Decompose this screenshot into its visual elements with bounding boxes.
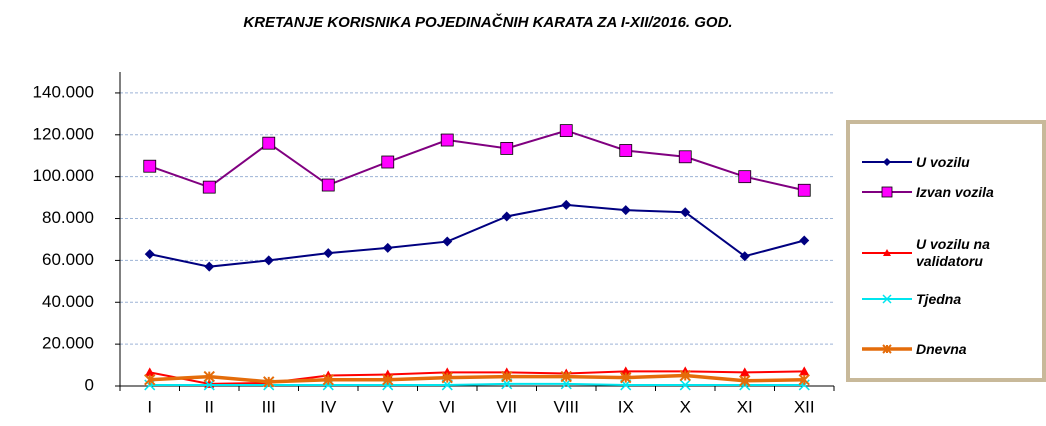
legend-label: Tjedna <box>916 290 962 307</box>
marker <box>620 371 632 384</box>
marker <box>382 242 393 253</box>
marker <box>323 248 334 259</box>
legend-item: Tjedna <box>850 289 1026 309</box>
y-tick-label: 0 <box>85 375 94 394</box>
marker <box>882 344 892 354</box>
marker <box>263 376 275 388</box>
marker <box>144 367 155 377</box>
x-tick-label: V <box>382 397 394 416</box>
y-tick-label: 100.000 <box>33 166 94 185</box>
marker <box>500 142 514 155</box>
marker <box>739 367 750 377</box>
x-tick-label: II <box>205 397 214 416</box>
marker <box>739 251 750 262</box>
marker <box>381 155 395 169</box>
legend-label: U vozilu <box>916 153 970 170</box>
marker <box>382 374 394 386</box>
marker <box>144 379 156 391</box>
x-tick-label: IX <box>618 397 634 416</box>
legend-item: U vozilu na validatoru <box>850 236 1026 270</box>
legend-label: Izvan vozila <box>916 183 994 200</box>
marker <box>322 374 334 386</box>
marker <box>442 236 453 247</box>
marker <box>203 370 215 383</box>
marker <box>883 249 891 256</box>
series-line <box>149 203 805 268</box>
marker <box>262 136 276 150</box>
marker <box>144 374 156 386</box>
marker <box>679 379 691 391</box>
marker <box>263 255 274 266</box>
marker <box>678 150 692 164</box>
marker <box>882 294 892 304</box>
marker <box>143 159 157 173</box>
marker <box>798 374 810 386</box>
marker <box>620 366 631 376</box>
x-tick-label: III <box>262 397 276 416</box>
x-tick-label: VI <box>439 397 455 416</box>
marker <box>798 379 810 391</box>
x-tick-label: X <box>680 397 691 416</box>
y-tick-label: 20.000 <box>42 334 94 353</box>
marker <box>797 183 811 197</box>
series-line <box>149 370 805 385</box>
marker <box>321 178 335 192</box>
marker <box>203 379 215 391</box>
marker <box>144 249 155 260</box>
marker <box>559 124 573 138</box>
y-tick-label: 140.000 <box>33 82 94 101</box>
marker <box>799 366 810 376</box>
marker <box>799 235 810 246</box>
marker <box>881 186 893 198</box>
y-tick-label: 80.000 <box>42 208 94 227</box>
chart-title: KRETANJE KORISNIKA POJEDINAČNIH KARATA Z… <box>243 13 732 31</box>
marker <box>501 370 513 383</box>
y-tick-label: 40.000 <box>42 292 94 311</box>
marker <box>441 371 453 384</box>
marker <box>382 379 394 391</box>
x-tick-label: IV <box>320 397 337 416</box>
marker <box>560 370 572 383</box>
series-line <box>149 382 805 386</box>
legend-item: U vozilu <box>850 152 1026 172</box>
marker <box>501 211 512 222</box>
x-tick-label: VII <box>496 397 517 416</box>
legend-label: Dnevna <box>916 340 967 357</box>
marker <box>204 261 215 272</box>
x-tick-label: XII <box>794 397 815 416</box>
marker <box>202 180 216 194</box>
legend-swatch <box>862 158 912 166</box>
legend: U vozilu Izvan vozila U vozilu na validato… <box>846 120 1046 382</box>
series-line <box>149 129 805 192</box>
y-tick-label: 60.000 <box>42 250 94 269</box>
marker <box>739 375 751 387</box>
series-line <box>149 373 805 384</box>
marker <box>620 205 631 216</box>
marker <box>680 207 691 218</box>
legend-swatch <box>862 294 912 304</box>
marker <box>322 379 334 391</box>
marker <box>738 170 752 184</box>
legend-swatch <box>862 186 912 198</box>
marker <box>619 144 633 157</box>
legend-item: Dnevna <box>850 339 1026 359</box>
legend-swatch <box>862 344 912 354</box>
legend-swatch <box>862 249 912 256</box>
marker <box>561 199 572 210</box>
y-tick-label: 120.000 <box>33 124 94 143</box>
legend-item: Izvan vozila <box>850 182 1026 202</box>
marker <box>440 133 454 147</box>
x-tick-label: VIII <box>553 397 579 416</box>
marker <box>883 158 891 166</box>
marker <box>679 369 691 382</box>
legend-label: U vozilu na validatoru <box>916 236 990 269</box>
x-tick-label: XI <box>737 397 753 416</box>
x-tick-label: I <box>147 397 152 416</box>
